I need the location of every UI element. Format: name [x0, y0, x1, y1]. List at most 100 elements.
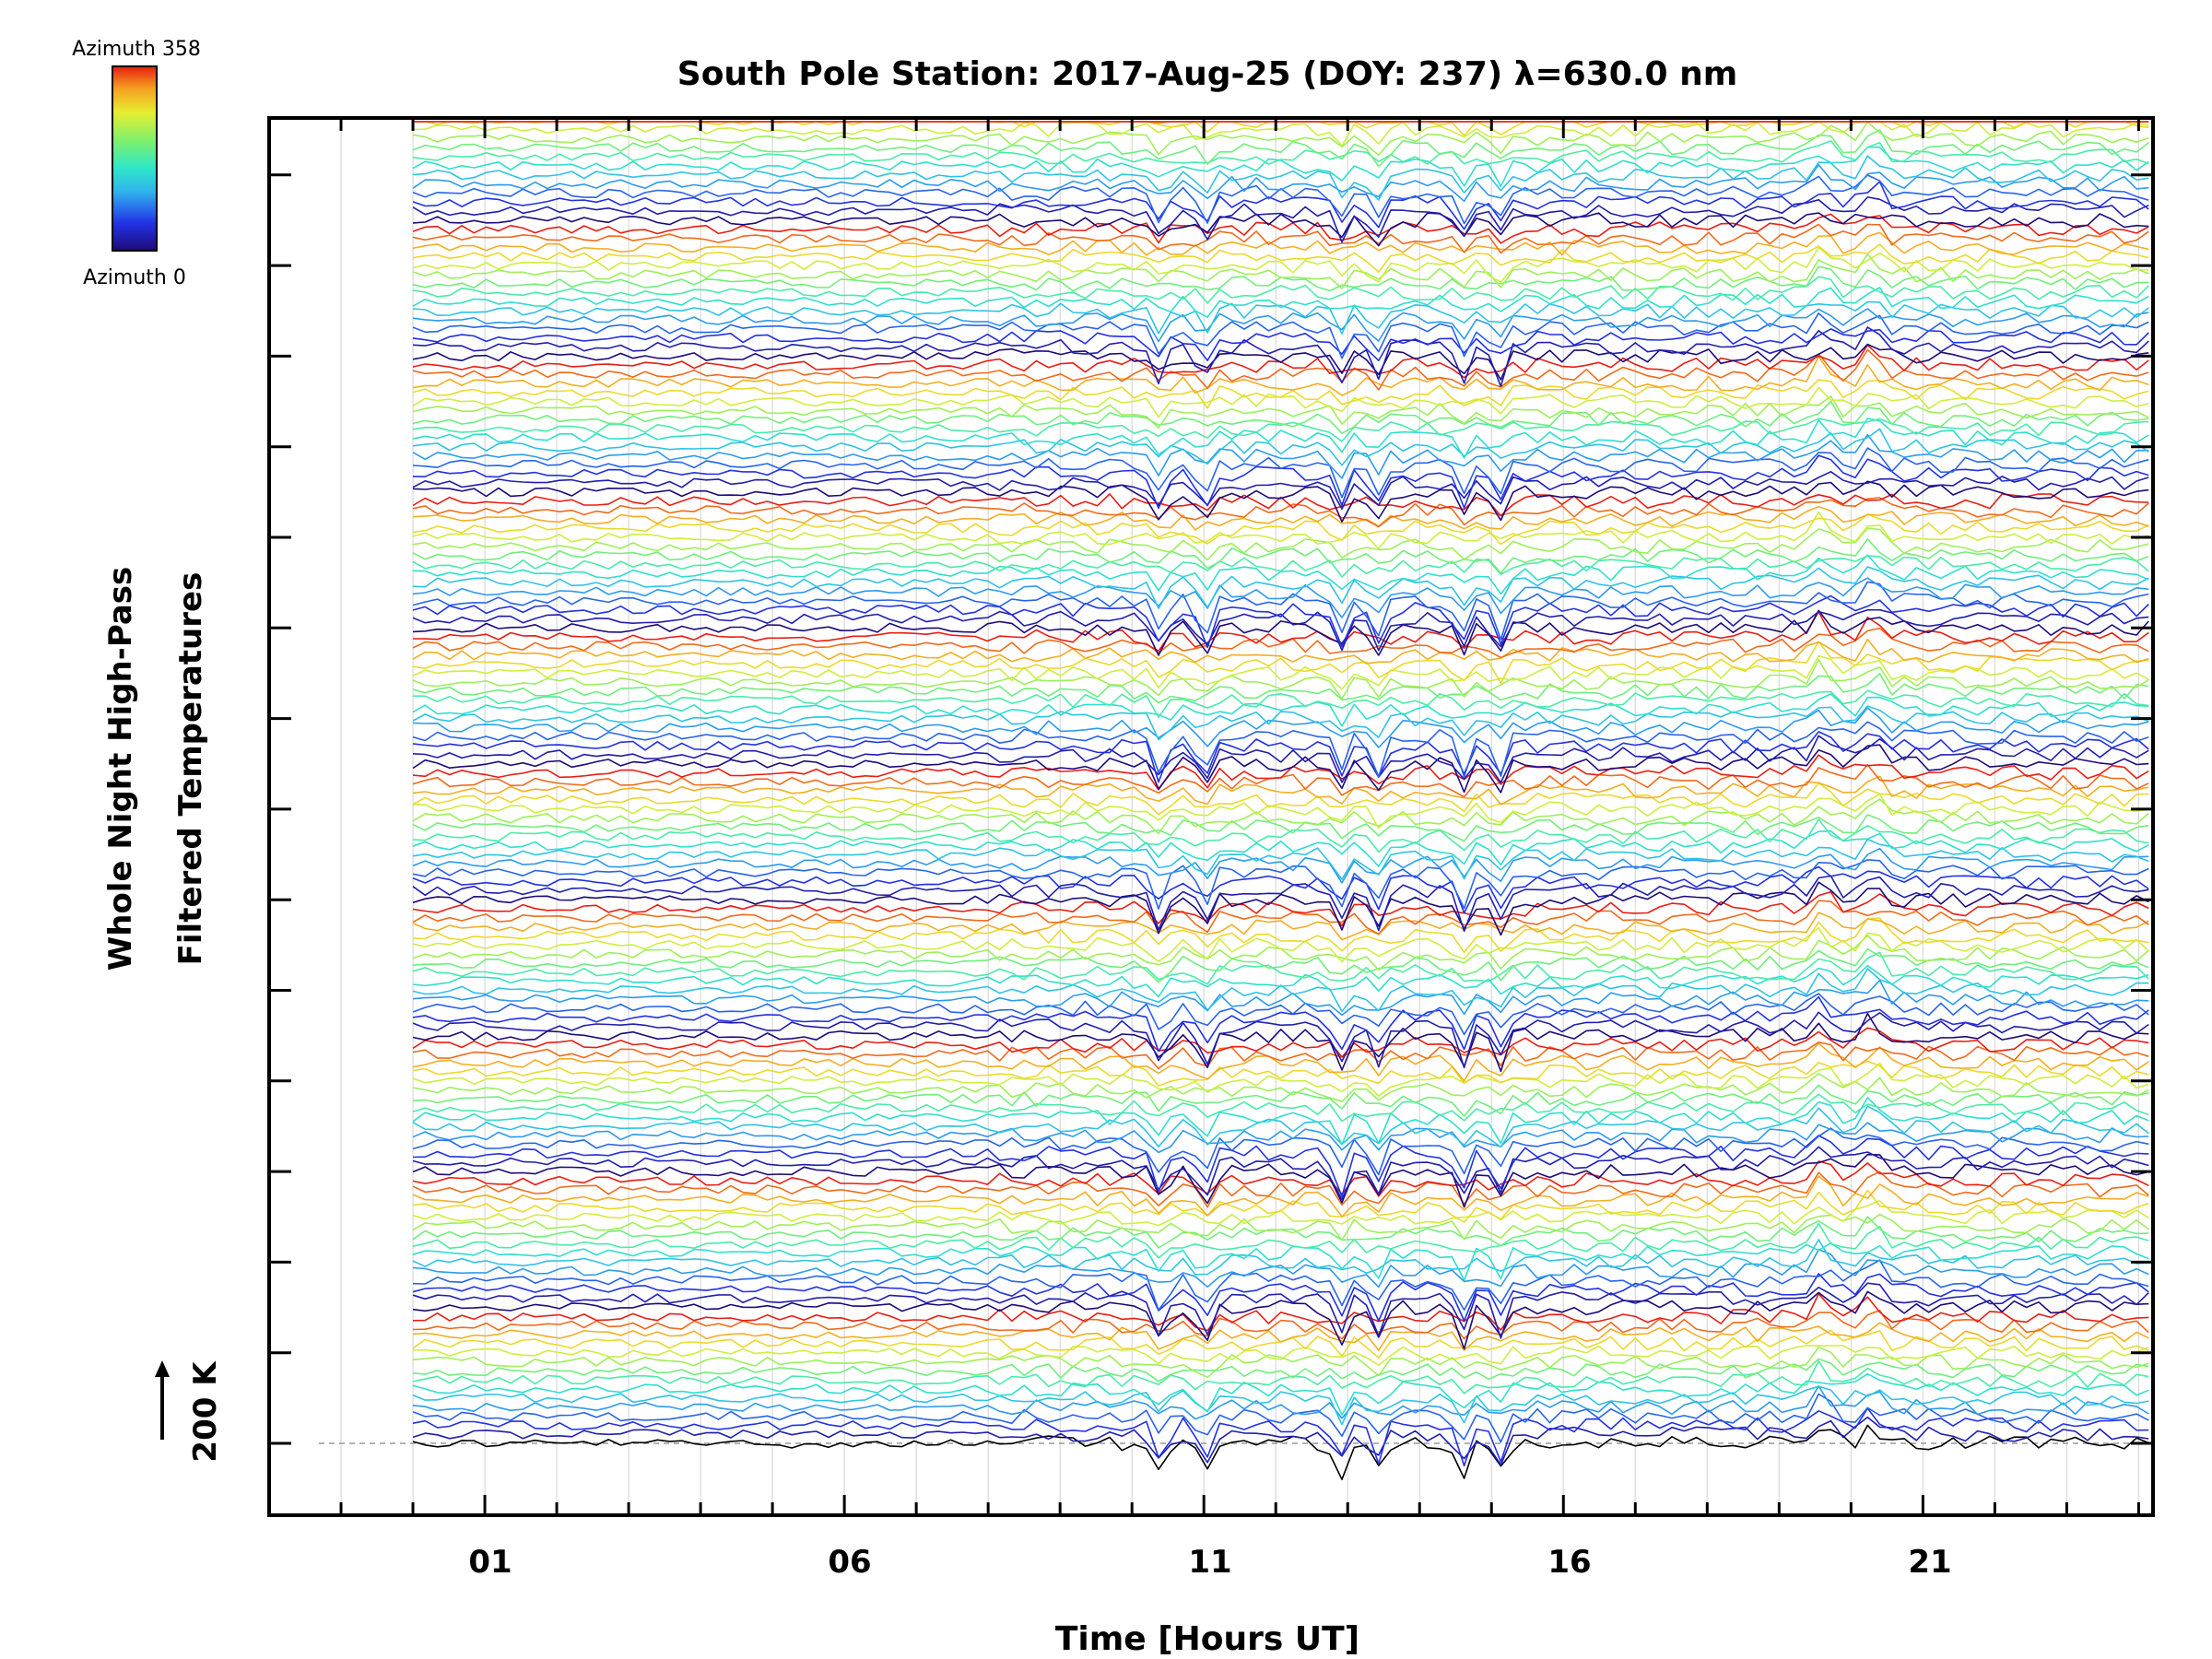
series-line	[412, 654, 2149, 690]
series-line	[412, 581, 2149, 641]
series-line	[412, 673, 2149, 704]
series-line	[412, 196, 2149, 243]
series-line	[412, 418, 2149, 442]
colorbar: Azimuth 358 Azimuth 0	[72, 38, 201, 289]
series-line	[412, 638, 2149, 665]
series-line	[412, 1372, 2149, 1416]
series-line	[412, 213, 2149, 244]
series-line	[412, 1290, 2149, 1350]
y-axis-label-line1: Whole Night High-Pass	[102, 567, 139, 971]
x-axis-label: Time [Hours UT]	[1055, 1620, 1359, 1658]
series-line	[412, 968, 2149, 1013]
series-line	[412, 993, 2149, 1036]
series-line	[412, 1309, 2149, 1340]
series-line	[412, 493, 2149, 517]
series-line	[412, 641, 2149, 684]
series-line	[412, 470, 2149, 511]
series-line	[412, 538, 2149, 574]
series-line	[412, 1012, 2149, 1073]
x-tick-label-06: 06	[828, 1544, 871, 1581]
series-line	[412, 1171, 2149, 1208]
series-line	[412, 705, 2149, 741]
series-line	[412, 754, 2149, 791]
series-line	[412, 1248, 2149, 1288]
series-line	[412, 348, 2149, 391]
series-line	[412, 1273, 2149, 1322]
series-line	[412, 577, 2149, 618]
series-line	[412, 433, 2149, 479]
series-line	[412, 735, 2149, 783]
x-tick-labels: 01 06 11 16 21	[468, 1544, 1951, 1581]
series-line	[412, 1222, 2149, 1259]
series-line	[412, 1358, 2149, 1382]
series-line	[412, 890, 2149, 927]
series-line	[412, 328, 2149, 362]
series-line	[412, 875, 2149, 933]
series-line	[412, 627, 2149, 659]
series-line	[412, 428, 2149, 466]
series-line	[412, 744, 2149, 794]
series-line	[412, 1084, 2149, 1117]
series-line	[412, 1097, 2149, 1146]
series-line	[412, 1122, 2149, 1154]
series-line	[412, 1393, 2149, 1443]
series-line	[412, 594, 2149, 649]
series-line	[412, 1407, 2149, 1467]
series-line	[412, 129, 2149, 168]
series-line	[412, 511, 2149, 550]
series-line	[412, 1011, 2149, 1069]
series-line	[412, 554, 2149, 595]
series-line	[412, 731, 2149, 783]
series-line	[412, 394, 2149, 429]
series-line	[412, 782, 2149, 816]
y-axis-label-line2: Filtered Temperatures	[172, 572, 209, 966]
series-line	[412, 1385, 2149, 1426]
series-line	[412, 830, 2149, 867]
scale-label: 200 K	[187, 1360, 224, 1463]
series-line	[412, 355, 2149, 396]
series-line	[412, 300, 2149, 335]
series-line	[412, 1385, 2149, 1420]
series-line	[412, 1416, 2149, 1466]
series-line	[412, 693, 2149, 727]
series-line	[412, 838, 2149, 880]
series-line	[412, 1062, 2149, 1098]
series-line	[412, 343, 2149, 381]
series-line	[412, 1146, 2149, 1201]
series-line	[412, 689, 2149, 719]
series-line	[412, 1093, 2149, 1123]
series-line	[412, 379, 2149, 409]
series-line	[412, 658, 2149, 700]
series-line	[412, 1042, 2149, 1082]
series-line	[412, 917, 2149, 954]
plot-frame	[267, 116, 2155, 1517]
series-line	[412, 155, 2149, 201]
series-line	[412, 979, 2149, 1017]
series-line	[412, 454, 2149, 510]
series-line	[412, 1135, 2149, 1197]
series-line	[412, 859, 2149, 910]
series-line	[412, 721, 2149, 778]
series-line	[412, 527, 2149, 561]
series-line	[412, 1175, 2149, 1218]
series-line	[412, 610, 2149, 653]
series-line	[412, 287, 2149, 319]
series-line	[412, 608, 2149, 652]
series-line	[412, 174, 2149, 225]
series-line	[412, 265, 2149, 292]
series-group	[412, 121, 2149, 1480]
series-line	[412, 497, 2149, 528]
series-line	[412, 900, 2149, 935]
series-line	[412, 480, 2149, 523]
series-line	[412, 1189, 2149, 1223]
series-line	[412, 1292, 2149, 1332]
series-line	[412, 566, 2149, 610]
series-line	[412, 312, 2149, 359]
series-line	[412, 513, 2149, 546]
series-line	[412, 223, 2149, 254]
colorbar-top-label: Azimuth 358	[72, 38, 201, 61]
series-line	[412, 212, 2149, 247]
series-line	[412, 995, 2149, 1053]
series-line	[412, 1282, 2149, 1339]
